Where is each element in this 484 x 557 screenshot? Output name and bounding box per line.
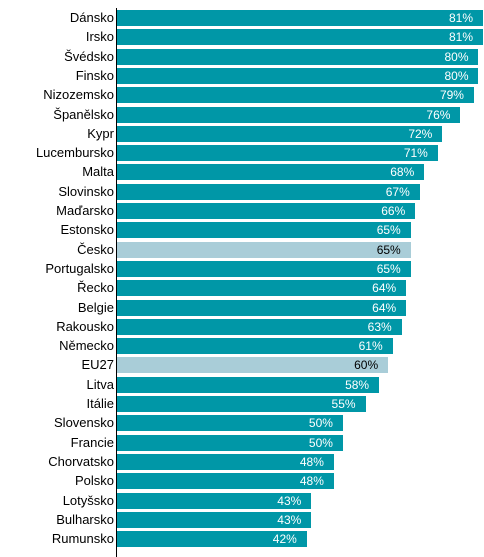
category-label: Nizozemsko [43, 87, 114, 103]
data-label: 81% [449, 30, 474, 45]
data-label: 55% [331, 397, 356, 411]
category-label: Řecko [77, 280, 114, 296]
data-label: 80% [444, 68, 469, 83]
bar [117, 125, 443, 142]
bar [117, 106, 461, 123]
data-label: 79% [439, 88, 464, 103]
category-axis-line [116, 8, 117, 557]
data-label: 61% [358, 339, 383, 354]
bar [117, 183, 420, 200]
bar [117, 492, 312, 509]
category-label: Česko [77, 241, 114, 257]
data-label: 71% [403, 146, 428, 161]
data-label: 64% [372, 281, 397, 296]
category-label: Estonsko [60, 222, 114, 238]
bar [117, 376, 380, 393]
data-label: 65% [376, 261, 401, 276]
category-label: Španělsko [53, 106, 114, 122]
bar [117, 357, 389, 374]
bar [117, 338, 393, 355]
category-label: Německo [59, 338, 114, 354]
bar [117, 67, 479, 84]
data-label: 63% [367, 319, 392, 334]
category-label: EU27 [81, 357, 114, 373]
bar [117, 434, 343, 451]
bar [117, 87, 474, 104]
category-label: Slovensko [54, 415, 114, 431]
category-label: Malta [82, 164, 114, 180]
bar [117, 396, 366, 412]
category-label: Rakousko [56, 318, 114, 334]
category-label: Švédsko [64, 48, 114, 64]
category-label: Slovinsko [58, 183, 114, 199]
data-label: 66% [381, 204, 406, 218]
data-label: 43% [277, 512, 302, 527]
bar [117, 222, 411, 239]
category-label: Finsko [75, 67, 114, 83]
bar [117, 241, 411, 258]
category-label: Lucembursko [35, 145, 114, 161]
data-label: 67% [385, 184, 410, 199]
bar [117, 415, 343, 432]
bar [117, 473, 334, 490]
bar [117, 511, 312, 528]
bar [117, 318, 402, 335]
data-label: 64% [372, 300, 397, 315]
data-label: 81% [449, 11, 474, 25]
data-label: 48% [299, 474, 324, 489]
category-label: Portugalsko [45, 260, 114, 276]
data-label: 42% [272, 532, 297, 547]
category-label: Bulharsko [56, 511, 114, 527]
bar [117, 299, 407, 316]
category-label: Irsko [85, 29, 114, 45]
bar [117, 453, 334, 470]
category-label: Rumunsko [51, 531, 114, 547]
bar [117, 145, 438, 162]
data-label: 48% [299, 454, 324, 469]
bar [117, 531, 307, 548]
category-label: Dánsko [69, 10, 114, 25]
category-label: Litva [86, 376, 114, 392]
data-label: 58% [345, 377, 370, 392]
data-label: 50% [308, 435, 333, 450]
data-label: 50% [308, 416, 333, 431]
data-label: 43% [277, 493, 302, 508]
bar [117, 48, 479, 65]
category-label: Maďarsko [56, 203, 114, 218]
data-label: 65% [376, 242, 401, 257]
bar [117, 29, 483, 46]
bar [117, 164, 425, 181]
category-label: Belgie [77, 299, 114, 315]
bar [117, 203, 416, 219]
category-label: Itálie [86, 396, 114, 411]
category-label: Francie [70, 434, 114, 450]
bar [117, 10, 483, 26]
category-label: Polsko [74, 473, 114, 489]
data-label: 72% [408, 126, 433, 141]
category-label: Kypr [87, 125, 114, 141]
bar [117, 280, 407, 297]
category-label: Chorvatsko [48, 453, 114, 469]
category-label: Lotyšsko [62, 492, 114, 508]
bar [117, 260, 411, 277]
data-label: 68% [390, 165, 415, 180]
data-label: 65% [376, 223, 401, 238]
data-label: 60% [354, 358, 379, 373]
data-label: 80% [444, 49, 469, 64]
data-label: 76% [426, 107, 451, 122]
